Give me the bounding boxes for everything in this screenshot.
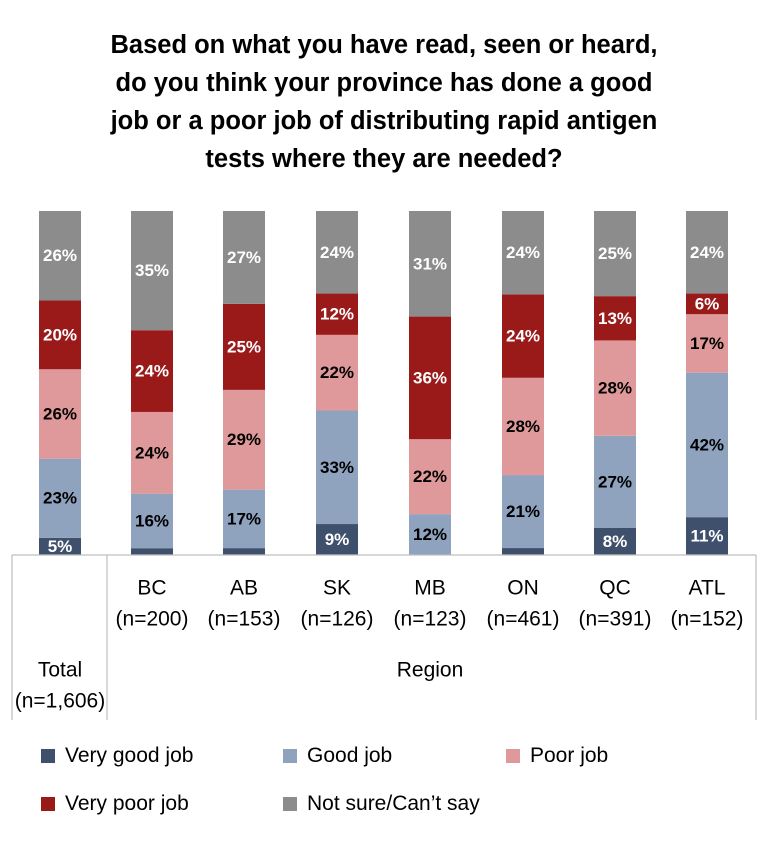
data-label-poor-on: 28% [506, 417, 540, 436]
chart-title: Based on what you have read, seen or hea… [40, 26, 728, 178]
bar-segment-very_poor-atl [686, 293, 728, 315]
data-label-good-mb: 12% [413, 525, 447, 544]
bar-segment-not_sure-qc [594, 211, 636, 297]
bar-segment-not_sure-ab [223, 211, 265, 304]
data-label-not_sure-atl: 24% [690, 243, 724, 262]
bar-segment-very_poor-ab [223, 303, 265, 390]
bar-segment-poor-mb [409, 439, 451, 515]
bar-segment-good-qc [594, 435, 636, 528]
category-label-qc: QC [599, 577, 631, 600]
data-label-very_good-sk: 9% [325, 530, 350, 549]
category-n-sk: (n=126) [301, 608, 374, 631]
data-label-very_good-qc: 8% [603, 532, 628, 551]
bar-segment-very_poor-on [502, 294, 544, 378]
title-line-3: job or a poor job of distributing rapid … [110, 107, 658, 135]
bar-segment-good-mb [409, 514, 451, 555]
bar-segment-good-total [39, 458, 81, 538]
bar-segment-very_poor-sk [316, 293, 358, 335]
bar-segment-poor-total [39, 369, 81, 459]
bar-segment-very_good-sk [316, 524, 358, 555]
bar-segment-good-ab [223, 489, 265, 549]
bar-segment-very_good-total [39, 537, 81, 555]
bar-segment-very_good-atl [686, 517, 728, 555]
bar-segment-poor-bc [131, 411, 173, 494]
data-label-good-ab: 17% [227, 509, 261, 528]
category-n-on: (n=461) [487, 608, 560, 631]
category-label-ab: AB [230, 577, 258, 600]
category-n-bc: (n=200) [116, 608, 189, 631]
category-label-total: Total [38, 659, 82, 682]
data-label-very_poor-qc: 13% [598, 309, 632, 328]
bar-segment-poor-atl [686, 314, 728, 373]
bar-segment-good-sk [316, 410, 358, 525]
data-label-not_sure-on: 24% [506, 243, 540, 262]
group-label-region: Region [397, 659, 464, 682]
bar-segment-very_good-ab [223, 548, 265, 555]
data-label-not_sure-sk: 24% [320, 243, 354, 262]
data-label-good-qc: 27% [598, 472, 632, 491]
bar-segment-very_poor-qc [594, 296, 636, 341]
data-label-not_sure-mb: 31% [413, 254, 447, 273]
data-label-very_poor-ab: 25% [227, 337, 261, 356]
bar-segment-poor-sk [316, 334, 358, 411]
bar-segment-very_poor-bc [131, 330, 173, 412]
data-label-very_poor-atl: 6% [695, 294, 720, 313]
bar-segment-not_sure-total [39, 211, 81, 301]
data-label-good-bc: 16% [135, 511, 169, 530]
bar-segment-good-on [502, 475, 544, 549]
data-label-poor-bc: 24% [135, 443, 169, 462]
bar-segment-poor-ab [223, 389, 265, 490]
bar-segment-poor-on [502, 377, 544, 476]
data-label-very_good-total: 5% [48, 537, 73, 556]
title-line-1: Based on what you have read, seen or hea… [110, 31, 658, 59]
bar-segment-good-atl [686, 372, 728, 518]
title-line-2: do you think your province has done a go… [115, 69, 653, 97]
category-n-qc: (n=391) [579, 608, 652, 631]
bar-segment-not_sure-bc [131, 211, 173, 331]
category-label-atl: ATL [689, 577, 726, 600]
bar-segment-very_poor-mb [409, 316, 451, 440]
data-label-poor-total: 26% [43, 404, 77, 423]
category-label-mb: MB [414, 577, 446, 600]
bar-segment-very_poor-total [39, 300, 81, 370]
data-label-not_sure-qc: 25% [598, 244, 632, 263]
data-label-not_sure-bc: 35% [135, 261, 169, 280]
category-n-mb: (n=123) [394, 608, 467, 631]
data-label-very_poor-mb: 36% [413, 368, 447, 387]
data-label-poor-atl: 17% [690, 334, 724, 353]
bar-segment-not_sure-mb [409, 211, 451, 317]
data-label-very_poor-on: 24% [506, 327, 540, 346]
bar-segment-very_good-bc [131, 548, 173, 555]
data-label-very_poor-sk: 12% [320, 305, 354, 324]
bar-segment-not_sure-on [502, 211, 544, 295]
bar-segment-very_good-qc [594, 527, 636, 555]
data-label-very_good-atl: 11% [690, 527, 723, 546]
category-label-bc: BC [137, 577, 166, 600]
category-n-ab: (n=153) [208, 608, 281, 631]
category-label-sk: SK [323, 577, 351, 600]
data-label-good-on: 21% [506, 502, 540, 521]
data-label-good-total: 23% [43, 489, 77, 508]
data-label-very_poor-total: 20% [43, 325, 77, 344]
category-label-on: ON [507, 577, 539, 600]
data-label-good-atl: 42% [690, 435, 724, 454]
bar-segment-poor-qc [594, 340, 636, 436]
data-label-poor-sk: 22% [320, 363, 354, 382]
bar-segment-very_good-on [502, 548, 544, 555]
bar-segment-not_sure-sk [316, 211, 358, 294]
category-n-total: (n=1,606) [15, 690, 105, 713]
data-label-not_sure-total: 26% [43, 246, 77, 265]
data-label-very_poor-bc: 24% [135, 362, 169, 381]
category-n-atl: (n=152) [671, 608, 744, 631]
bar-segment-not_sure-atl [686, 211, 728, 294]
data-label-poor-mb: 22% [413, 467, 447, 486]
data-label-not_sure-ab: 27% [227, 248, 261, 267]
data-label-good-sk: 33% [320, 458, 354, 477]
data-label-poor-qc: 28% [598, 379, 632, 398]
title-line-4: tests where they are needed? [205, 145, 563, 173]
data-label-poor-ab: 29% [227, 430, 261, 449]
bar-segment-good-bc [131, 493, 173, 549]
